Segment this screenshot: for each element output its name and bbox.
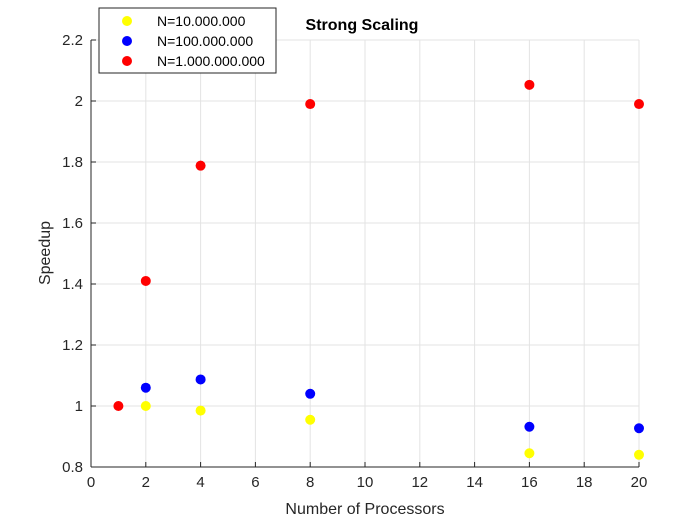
data-point-series-0	[140, 401, 151, 411]
legend-label: N=10.000.000	[157, 13, 246, 29]
y-tick-label: 1	[75, 398, 83, 415]
y-tick-label: 2	[75, 93, 83, 110]
data-point-series-2	[195, 160, 206, 171]
legend-item: N=100.000.000	[122, 33, 253, 49]
x-tick-label: 18	[576, 474, 593, 491]
y-tick-label: 0.8	[62, 459, 83, 476]
data-point-series-2	[524, 79, 535, 90]
legend-label: N=1.000.000.000	[157, 53, 265, 69]
legend-marker-red	[122, 56, 132, 66]
chart-title: Strong Scaling	[306, 17, 419, 34]
data-point-series-1	[305, 388, 316, 399]
data-points	[113, 79, 644, 460]
data-point-series-0	[524, 448, 535, 459]
legend-marker-yellow	[122, 16, 132, 26]
x-tick-label: 0	[87, 474, 95, 491]
legend-item: N=10.000.000	[122, 13, 246, 29]
x-tick-label: 14	[466, 474, 483, 491]
data-point-series-2	[634, 99, 644, 110]
data-point-series-0	[195, 405, 206, 416]
x-tick-label: 4	[196, 474, 204, 491]
legend-marker-blue	[122, 36, 132, 46]
data-point-series-1	[634, 423, 644, 434]
data-point-series-0	[305, 414, 316, 425]
legend-item: N=1.000.000.000	[122, 53, 265, 69]
y-tick-label: 1.8	[62, 154, 83, 171]
data-point-series-2	[305, 99, 316, 110]
x-axis-label: Number of Processors	[285, 501, 444, 518]
y-axis-label: Speedup	[37, 221, 54, 285]
data-point-series-1	[140, 382, 151, 393]
data-point-series-1	[524, 421, 535, 432]
x-axis-ticks: 0 2 4 6 8 10 12 14 16 18 20	[87, 462, 648, 491]
x-tick-label: 6	[251, 474, 259, 491]
x-tick-label: 12	[411, 474, 428, 491]
y-tick-label: 1.2	[62, 337, 83, 354]
x-tick-label: 20	[631, 474, 648, 491]
data-point-series-2	[113, 401, 124, 411]
x-tick-label: 16	[521, 474, 538, 491]
x-tick-label: 2	[142, 474, 150, 491]
y-tick-label: 2.2	[62, 32, 83, 49]
y-axis-ticks: 0.8 1 1.2 1.4 1.6 1.8 2 2.2	[62, 32, 96, 476]
x-tick-label: 10	[357, 474, 374, 491]
data-point-series-2	[140, 275, 151, 286]
legend: N=10.000.000 N=100.000.000 N=1.000.000.0…	[98, 7, 277, 74]
legend-label: N=100.000.000	[157, 33, 253, 49]
data-point-series-0	[634, 449, 644, 460]
y-tick-label: 1.6	[62, 215, 83, 232]
grid	[90, 39, 640, 468]
x-tick-label: 8	[306, 474, 314, 491]
data-point-series-1	[195, 374, 206, 385]
y-tick-label: 1.4	[62, 276, 83, 293]
